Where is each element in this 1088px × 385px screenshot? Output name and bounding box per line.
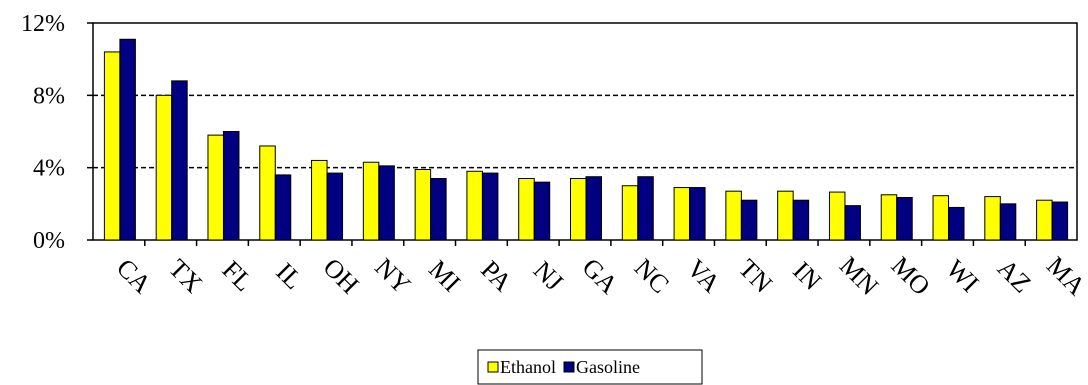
ethanol-bar-nj <box>518 178 535 241</box>
x-tick-label-wi: WI <box>941 254 985 298</box>
ethanol-bar-nc <box>621 185 639 241</box>
x-tick-label-az: AZ <box>992 253 1037 298</box>
ethanol-bar-az <box>984 196 1001 241</box>
ethanol-bar-tx <box>155 94 173 241</box>
gasoline-bar-tn <box>740 199 758 241</box>
gasoline-bar-mo <box>896 197 913 241</box>
x-tick-label-nc: NC <box>629 253 675 299</box>
legend: Ethanol Gasoline <box>477 349 703 385</box>
ethanol-bar-oh <box>311 159 328 241</box>
gasoline-bar-il <box>274 174 292 241</box>
ethanol-bar-fl <box>207 134 224 241</box>
gasoline-bar-va <box>689 187 706 241</box>
gasoline-bar-nc <box>637 176 654 241</box>
legend-swatch-gasoline <box>563 361 575 373</box>
plot-area: 0%4%8%12%CA TX FL IL OH NY MI PA NJ GA NC VA TN IN MN M… <box>21 11 1088 301</box>
x-tick-label-mo: MO <box>886 251 936 301</box>
gasoline-bar-ny <box>378 165 395 241</box>
x-tick-label-ma: MA <box>1041 251 1088 301</box>
x-tick-label-tx: TX <box>163 253 208 298</box>
ethanol-bar-tn <box>725 190 742 241</box>
gasoline-bar-wi <box>948 206 965 241</box>
x-tick-label-mn: MN <box>834 251 884 301</box>
x-tick-label-tn: TN <box>733 253 778 298</box>
gasoline-bar-mn <box>844 205 861 241</box>
x-tick-label-in: IN <box>787 256 827 296</box>
gasoline-bar-ga <box>585 176 602 241</box>
ethanol-bar-ca <box>103 51 121 241</box>
y-tick-label: 0% <box>33 228 65 254</box>
gasoline-bar-mi <box>430 178 447 241</box>
gasoline-bar-pa <box>481 172 499 241</box>
y-tick-label: 8% <box>33 83 65 109</box>
x-tick-label-fl: FL <box>217 255 259 297</box>
x-tick-label-oh: OH <box>318 252 365 299</box>
ethanol-bar-in <box>777 190 794 241</box>
gasoline-bar-ma <box>1051 201 1069 241</box>
gasoline-bar-fl <box>222 131 240 241</box>
y-tick-label: 12% <box>21 11 65 37</box>
legend-box <box>477 349 703 385</box>
gasoline-bar-tx <box>171 80 188 241</box>
x-tick-label-va: VA <box>681 254 726 299</box>
legend-label-gasoline: Gasoline <box>576 357 640 377</box>
ethanol-bar-mi <box>414 168 432 241</box>
ethanol-bar-ny <box>362 161 380 241</box>
gasoline-bar-ca <box>119 38 136 241</box>
x-tick-label-ca: CA <box>111 253 157 299</box>
gasoline-bar-az <box>999 203 1017 241</box>
x-tick-label-nj: NJ <box>528 256 569 297</box>
legend-swatch-ethanol <box>487 361 499 373</box>
gasoline-bar-oh <box>326 172 344 241</box>
x-tick-label-mi: MI <box>423 255 466 298</box>
gasoline-bar-nj <box>533 181 551 241</box>
y-tick-label: 4% <box>33 156 65 182</box>
x-tick-label-ga: GA <box>576 252 623 299</box>
legend-label-ethanol: Ethanol <box>500 357 556 377</box>
ethanol-bar-ga <box>570 178 587 241</box>
ethanol-bar-pa <box>466 170 483 241</box>
gasoline-bar-in <box>792 199 810 241</box>
ethanol-bar-ma <box>1036 199 1053 241</box>
x-tick-label-ny: NY <box>369 252 416 299</box>
x-tick-label-pa: PA <box>475 255 517 297</box>
ethanol-bar-va <box>673 187 691 241</box>
ethanol-bar-wi <box>932 195 950 241</box>
ethanol-bar-mn <box>828 191 846 241</box>
x-tick-label-il: IL <box>270 257 308 295</box>
ethanol-bar-il <box>259 145 276 241</box>
ethanol-bar-mo <box>880 194 898 241</box>
